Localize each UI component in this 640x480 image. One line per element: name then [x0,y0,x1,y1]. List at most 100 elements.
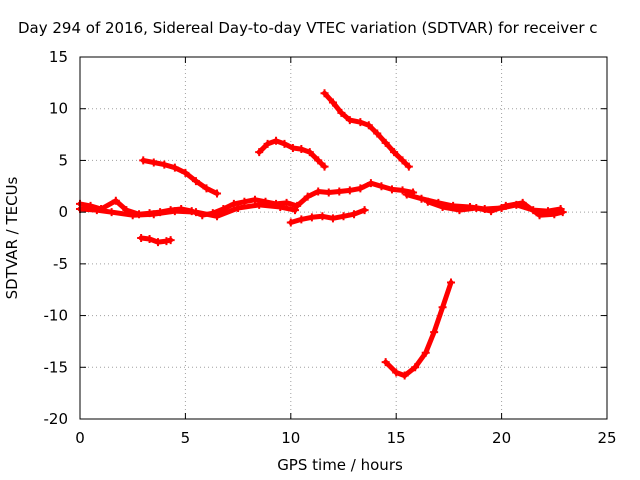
data-series [320,89,413,171]
y-axis: -20 -15 -10 -5 0 5 10 15 [44,48,607,428]
data-point [137,234,146,242]
data-point [430,328,439,337]
data-point [339,212,348,221]
data-point [366,179,375,188]
data-point [400,371,409,380]
data-point [320,162,329,171]
data-point [398,186,407,195]
data-point [250,195,259,204]
data-point [297,215,306,224]
y-tick-label: -15 [44,358,69,376]
x-tick-label: 0 [75,429,85,447]
data-point [398,156,407,165]
data-series [423,197,567,220]
data-series [137,234,175,247]
data-point [303,192,312,201]
data-point [307,213,316,222]
data-point [377,182,386,191]
data-point [392,368,401,377]
data-point [314,156,323,165]
data-point [272,136,281,145]
data-point [170,207,179,216]
data-point [423,197,432,206]
data-point [145,235,154,244]
data-point [550,210,559,219]
y-axis-label: SDTVAR / TECUs [3,176,21,299]
data-point [558,208,567,217]
data-point [335,187,344,196]
data-point [92,206,101,215]
data-point [286,218,295,227]
data-point [314,187,323,196]
data-point [282,198,291,207]
data-point [381,138,390,147]
x-tick-label: 20 [492,429,511,447]
data-point [417,194,426,203]
data-series [255,136,329,171]
data-point [356,118,365,127]
data-series [139,156,222,198]
data-point [411,363,420,372]
data-point [345,116,354,125]
data-point [255,148,264,157]
data-point [487,207,496,216]
data-point [472,204,481,213]
data-point [181,168,190,177]
data-point [381,358,390,367]
data-point [170,163,179,172]
data-point [402,190,411,199]
data-point [234,204,243,213]
x-tick-label: 5 [181,429,191,447]
data-point [213,189,222,198]
data-point [191,208,200,217]
data-series [381,278,456,380]
x-axis-label: GPS time / hours [277,456,403,474]
grid [80,57,607,419]
data-point [288,144,297,153]
data-point [280,139,289,148]
data-point [191,177,200,186]
data-point [213,212,222,221]
data-point [345,186,354,195]
data-point [535,211,544,220]
data-series [286,206,369,227]
data-point [387,185,396,194]
data-point [328,98,337,107]
data-point [438,202,447,211]
data-point [390,148,399,157]
data-point [153,238,162,247]
y-tick-label: 5 [58,151,68,169]
y-tick-label: -5 [53,255,68,273]
data-point [356,184,365,193]
data-point [438,303,447,312]
data-point [263,139,272,148]
data-point [111,196,120,205]
data-point [107,208,116,217]
data-point [447,278,456,287]
y-tick-label: 10 [49,100,68,118]
data-point [291,206,300,215]
data-point [328,214,337,223]
data-point [455,206,464,215]
plot-frame [79,56,608,420]
data-point [518,198,527,207]
data-point [404,162,413,171]
data-point [360,206,369,215]
data-point [364,121,373,130]
data-point [320,89,329,98]
x-tick-label: 10 [281,429,300,447]
x-axis: 0 5 10 15 20 25 [75,57,617,447]
series-line [383,280,454,379]
data-point [229,199,238,208]
data-point [297,145,306,154]
data-point [139,156,148,165]
y-tick-label: -10 [44,307,69,325]
data-point [337,108,346,117]
data-point [324,188,333,197]
data-point [293,201,302,210]
data-point [162,237,171,246]
data-point [160,160,169,169]
data-point [255,200,264,209]
x-tick-label: 15 [387,429,406,447]
